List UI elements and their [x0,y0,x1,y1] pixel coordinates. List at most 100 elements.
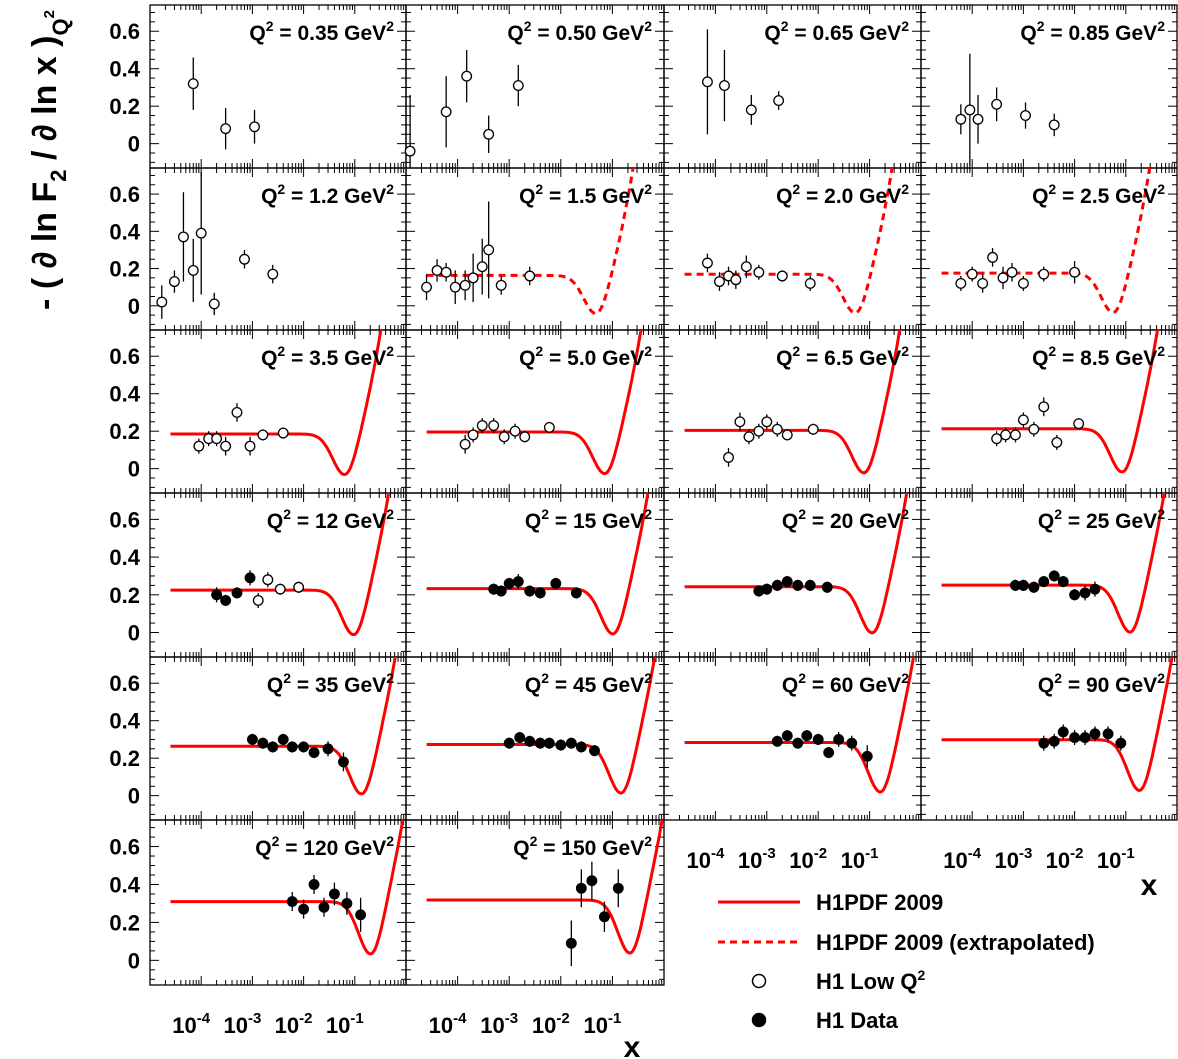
data-point-filled [1069,732,1081,744]
data-point-filled [781,576,793,588]
theory-curve [941,330,1160,474]
data-point-filled [308,879,320,890]
panel: Q2 = 15 GeV2 [405,492,665,658]
data-point-open [773,95,785,107]
panel-q2-label: Q2 = 8.5 GeV2 [1032,343,1165,370]
data-point-filled [220,594,232,606]
panel: Q2 = 60 GeV2 [663,656,922,821]
x-tick-label: 10-3 [223,1010,261,1038]
x-tick-label: 10-1 [583,1010,621,1038]
data-point-filled [355,909,367,921]
data-point-filled [1017,579,1029,591]
panel-q2-label: Q2 = 1.2 GeV2 [261,181,394,208]
panel-q2-label: Q2 = 0.85 GeV2 [1020,18,1165,45]
data-point-open [220,123,232,135]
data-point-open [249,121,260,133]
data-point-open [964,104,976,116]
y-tick-label: 0.2 [109,257,140,282]
data-point-filled [833,733,845,745]
y-tick-label: 0.2 [109,746,140,771]
data-point-filled [781,730,793,742]
data-point-filled [575,741,587,753]
theory-curve [426,330,643,476]
data-point-filled [286,896,298,908]
data-point-filled [792,579,804,591]
legend-label: H1PDF 2009 [816,890,943,915]
data-point-open [519,431,531,443]
x-tick-label: 10-4 [943,845,981,873]
data-point-open [467,272,479,284]
x-tick-label: 10-4 [172,1010,210,1038]
data-point-open [753,266,765,278]
data-point-open [701,76,713,88]
data-point-open [1020,110,1031,121]
data-point-open [1038,268,1050,280]
data-point-open [488,420,500,432]
data-point-open [498,431,510,443]
y-tick-label: 0.2 [109,419,140,444]
panel: Q2 = 3.5 GeV2 [149,329,407,494]
data-point-open [512,80,524,92]
data-point-open [807,423,819,435]
data-point-open [461,70,473,82]
data-point-open [761,416,773,428]
data-point-open [966,268,978,280]
y-tick-label: 0.4 [109,382,140,407]
y-tick-label: 0 [128,457,140,482]
data-point-open [730,274,742,286]
x-tick-label: 10-3 [738,845,776,873]
data-point-filled [524,585,536,597]
panel-q2-label: Q2 = 0.35 GeV2 [249,18,394,45]
panel-q2-label: Q2 = 15 GeV2 [525,506,652,533]
data-point-open [440,266,452,278]
y-tick-label: 0.2 [109,910,140,935]
data-point-open [262,574,274,586]
data-point-filled [503,737,515,749]
y-tick-label: 0.4 [109,709,140,734]
data-point-filled [318,901,330,913]
data-point-filled [543,737,555,749]
data-point-filled [322,743,334,755]
data-point-open [187,78,199,90]
data-point-open [771,423,783,435]
data-point-open [449,281,461,293]
data-point-open [1048,119,1060,131]
data-point-filled [524,735,536,747]
data-point-filled [308,747,320,759]
data-point-open [293,581,305,593]
data-point-filled [534,587,546,599]
data-point-open [1017,277,1029,289]
data-point-open [483,244,495,256]
panel: Q2 = 2.5 GeV2 [920,167,1178,331]
data-point-open [459,438,471,450]
data-point-filled [514,732,526,744]
data-point-open [745,104,757,116]
panel-q2-label: Q2 = 150 GeV2 [513,833,652,860]
theory-curve [684,168,894,315]
data-point-filled [598,911,610,923]
data-point-open [734,416,746,428]
data-point-open [1038,401,1050,413]
panel-frame [920,656,1178,821]
data-point-open [220,440,232,452]
x-axis-label: x [1141,869,1158,902]
data-point-filled [337,756,349,768]
data-point-open [1006,266,1018,278]
x-tick-label: 10-4 [686,845,724,873]
data-point-filled [1038,576,1050,588]
data-point-filled [1038,737,1050,749]
x-tick-label: 10-1 [1097,845,1135,873]
data-point-filled [565,937,577,949]
data-point-open [476,261,488,273]
data-point-open [991,98,1003,110]
theory-curve [170,493,391,637]
panel-q2-label: Q2 = 90 GeV2 [1038,670,1165,697]
data-point-filled [1089,583,1101,595]
theory-curve [941,657,1174,792]
x-tick-label: 10-3 [480,1010,518,1038]
data-point-open [1028,423,1040,435]
data-point-filled [575,882,587,894]
data-point-open [701,257,713,269]
data-point-open [524,270,536,282]
